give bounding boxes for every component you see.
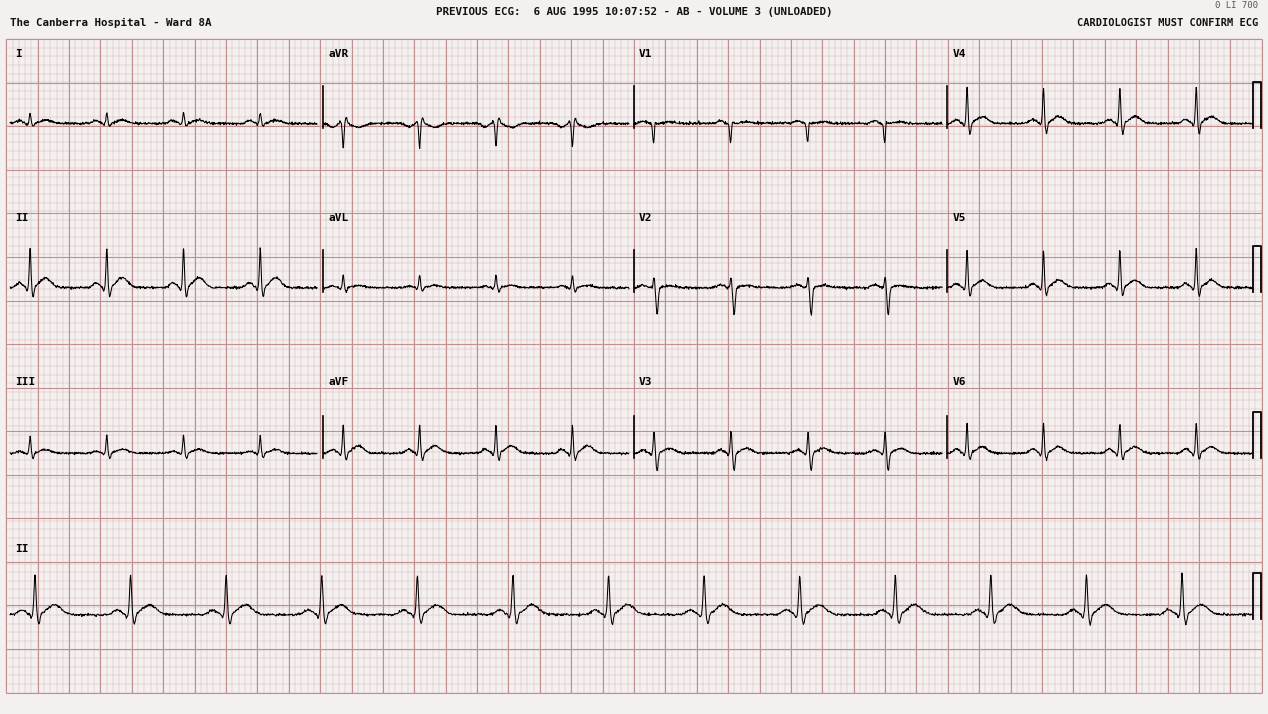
Text: V2: V2 bbox=[639, 213, 653, 223]
Text: V5: V5 bbox=[952, 213, 966, 223]
Text: aVL: aVL bbox=[328, 213, 349, 223]
Text: 0 LI 700: 0 LI 700 bbox=[1215, 1, 1258, 11]
Text: I: I bbox=[15, 49, 22, 59]
Text: aVR: aVR bbox=[328, 49, 349, 59]
Text: aVF: aVF bbox=[328, 377, 349, 387]
Text: V1: V1 bbox=[639, 49, 653, 59]
Text: V6: V6 bbox=[952, 377, 966, 387]
Text: V4: V4 bbox=[952, 49, 966, 59]
Text: II: II bbox=[15, 213, 29, 223]
Text: V3: V3 bbox=[639, 377, 653, 387]
Text: CARDIOLOGIST MUST CONFIRM ECG: CARDIOLOGIST MUST CONFIRM ECG bbox=[1077, 18, 1258, 28]
Text: PREVIOUS ECG:  6 AUG 1995 10:07:52 - AB - VOLUME 3 (UNLOADED): PREVIOUS ECG: 6 AUG 1995 10:07:52 - AB -… bbox=[436, 7, 832, 17]
Text: The Canberra Hospital - Ward 8A: The Canberra Hospital - Ward 8A bbox=[10, 18, 212, 28]
Text: III: III bbox=[15, 377, 36, 387]
Text: II: II bbox=[15, 544, 29, 554]
